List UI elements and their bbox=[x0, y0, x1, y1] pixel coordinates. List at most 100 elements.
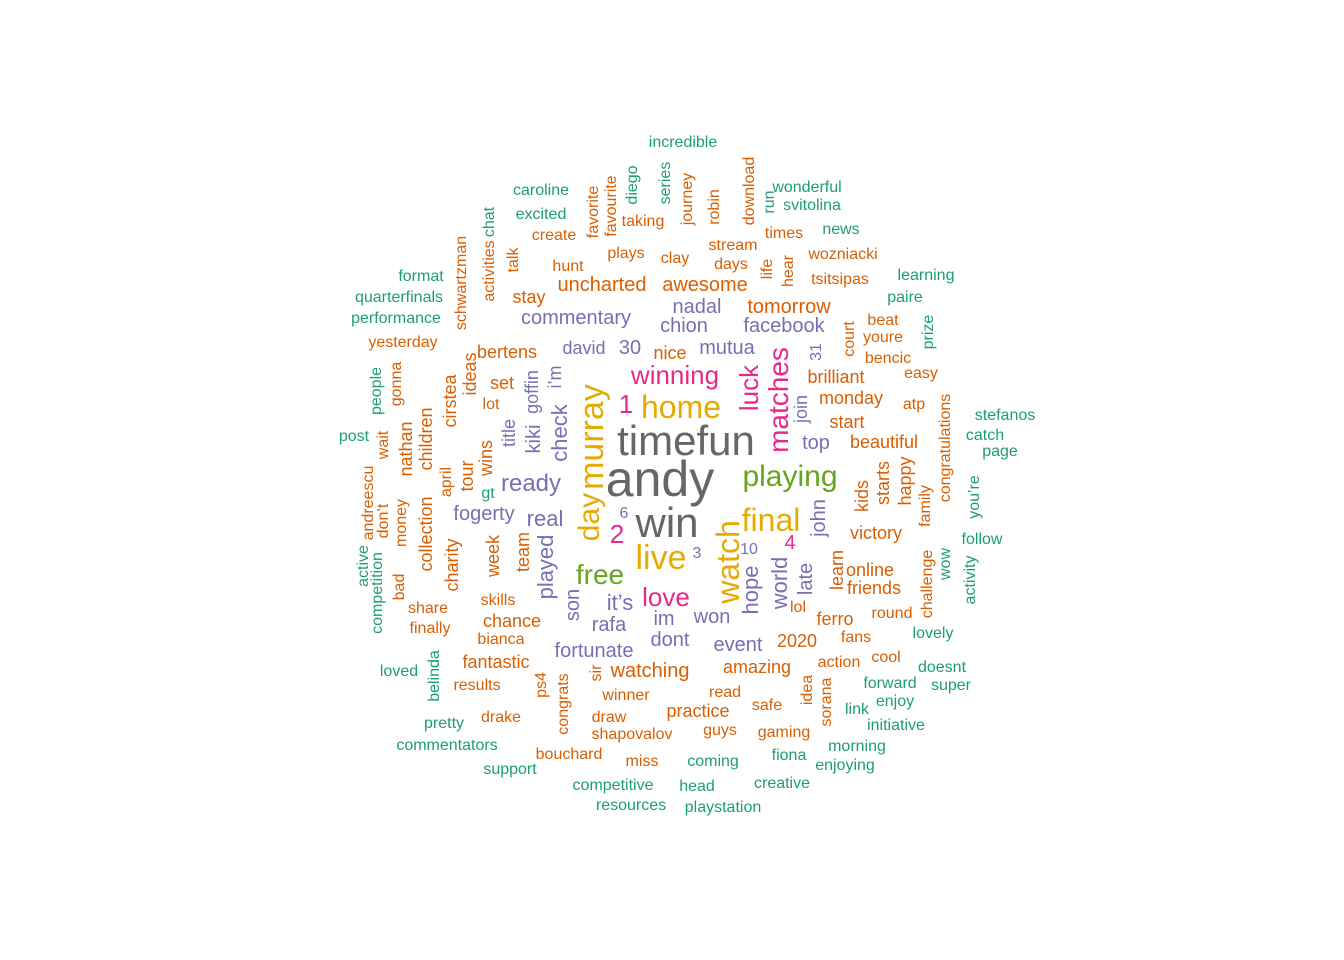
cloud-word-enjoy: enjoy bbox=[875, 693, 915, 710]
cloud-word-paire: paire bbox=[887, 289, 923, 306]
cloud-word-charity: charity bbox=[442, 538, 462, 592]
cloud-word-2020: 2020 bbox=[776, 631, 818, 651]
cloud-word-3: 3 bbox=[692, 545, 702, 562]
cloud-word-nathan: nathan bbox=[396, 421, 416, 477]
cloud-word-shapovalov: shapovalov bbox=[591, 726, 673, 743]
cloud-word-fans: fans bbox=[840, 629, 872, 646]
cloud-word-news: news bbox=[822, 221, 860, 238]
cloud-word-friends: friends bbox=[846, 578, 902, 598]
cloud-word-bertens: bertens bbox=[476, 342, 538, 362]
cloud-word-bianca: bianca bbox=[477, 631, 525, 648]
cloud-word-plays: plays bbox=[607, 245, 645, 262]
cloud-word-competition: competition bbox=[369, 552, 386, 634]
cloud-word-nice: nice bbox=[653, 343, 687, 363]
cloud-word-tsitsipas: tsitsipas bbox=[811, 271, 869, 288]
cloud-word-loved: loved bbox=[379, 663, 419, 680]
cloud-word-happy: happy bbox=[895, 456, 915, 506]
cloud-word-tour: tour bbox=[457, 460, 477, 492]
cloud-word-activities: activities bbox=[481, 240, 498, 302]
cloud-word-learning: learning bbox=[897, 267, 955, 284]
cloud-word-join: join bbox=[791, 394, 811, 424]
cloud-word-practice: practice bbox=[666, 701, 730, 721]
cloud-word-matches: matches bbox=[763, 347, 794, 453]
cloud-word-link: link bbox=[844, 701, 870, 718]
cloud-word-schwartzman: schwartzman bbox=[453, 235, 470, 331]
cloud-word-uncharted: uncharted bbox=[557, 274, 647, 296]
cloud-word-playing: playing bbox=[742, 460, 838, 493]
cloud-word-ready: ready bbox=[500, 470, 562, 497]
cloud-word-coming: coming bbox=[687, 753, 739, 770]
cloud-word-fortunate: fortunate bbox=[554, 640, 634, 662]
cloud-word-4: 4 bbox=[784, 532, 796, 554]
cloud-word-ideas: ideas bbox=[460, 352, 480, 396]
cloud-word-learn: learn bbox=[827, 549, 847, 591]
cloud-word-yesterday: yesterday bbox=[368, 334, 438, 351]
cloud-word-enjoying: enjoying bbox=[815, 757, 875, 774]
cloud-word-check: check bbox=[547, 404, 572, 462]
cloud-word-monday: monday bbox=[818, 388, 884, 408]
cloud-word-doesnt: doesnt bbox=[917, 659, 967, 676]
cloud-word-week: week bbox=[483, 534, 503, 578]
cloud-word-performance: performance bbox=[351, 310, 441, 327]
cloud-word-1: 1 bbox=[618, 389, 634, 419]
cloud-word-playstation: playstation bbox=[684, 799, 762, 816]
cloud-word-collection: collection bbox=[416, 496, 436, 572]
cloud-word-commentary: commentary bbox=[520, 307, 632, 329]
cloud-word-create: create bbox=[531, 227, 577, 244]
cloud-word-nadal: nadal bbox=[672, 296, 722, 318]
cloud-word-action: action bbox=[817, 654, 861, 671]
cloud-word-active: active bbox=[355, 545, 372, 587]
cloud-word-cirstea: cirstea bbox=[440, 374, 460, 428]
cloud-word-hope: hope bbox=[738, 565, 763, 615]
cloud-word-format: format bbox=[398, 268, 444, 285]
cloud-word-son: son bbox=[562, 588, 584, 622]
cloud-word-morning: morning bbox=[828, 738, 886, 755]
cloud-word-idea: idea bbox=[799, 674, 816, 706]
cloud-word-congrats: congrats bbox=[555, 673, 572, 735]
cloud-word-awesome: awesome bbox=[662, 274, 748, 296]
cloud-word-played: played bbox=[533, 534, 558, 600]
cloud-word-initiative: initiative bbox=[867, 717, 925, 734]
cloud-word-share: share bbox=[407, 600, 449, 617]
cloud-word-beat: beat bbox=[867, 312, 899, 329]
cloud-word-love: love bbox=[642, 582, 690, 612]
cloud-word-john: john bbox=[808, 499, 830, 537]
cloud-word-pretty: pretty bbox=[423, 715, 465, 732]
cloud-word-sorana: sorana bbox=[818, 677, 835, 727]
cloud-word-series: series bbox=[657, 161, 674, 205]
cloud-word-life: life bbox=[759, 258, 776, 280]
cloud-word-drake: drake bbox=[480, 709, 522, 726]
cloud-word-robin: robin bbox=[706, 189, 723, 225]
cloud-word-gonna: gonna bbox=[388, 361, 405, 407]
cloud-word-bouchard: bouchard bbox=[535, 746, 603, 763]
cloud-word-run: run bbox=[761, 190, 778, 214]
cloud-word-super: super bbox=[930, 677, 972, 694]
cloud-word-beautiful: beautiful bbox=[849, 432, 919, 452]
cloud-word-favorite: favorite bbox=[585, 185, 602, 239]
cloud-word-lot: lot bbox=[482, 396, 500, 413]
cloud-word-page: page bbox=[982, 443, 1018, 460]
cloud-word-ferro: ferro bbox=[816, 609, 854, 629]
cloud-word-kids: kids bbox=[852, 479, 872, 513]
cloud-word-fogerty: fogerty bbox=[453, 503, 515, 525]
cloud-word-svitolina: svitolina bbox=[783, 197, 841, 214]
cloud-word-world: world bbox=[767, 556, 792, 610]
cloud-word-hunt: hunt bbox=[552, 258, 584, 275]
cloud-word-incredible: incredible bbox=[648, 134, 718, 151]
cloud-word-it-s: it’s bbox=[606, 590, 634, 615]
cloud-word-sir: sir bbox=[588, 664, 605, 682]
cloud-word-safe: safe bbox=[751, 697, 783, 714]
cloud-word-10: 10 bbox=[740, 541, 758, 558]
cloud-word-2: 2 bbox=[609, 519, 625, 549]
cloud-word-kiki: kiki bbox=[523, 424, 545, 454]
cloud-word-wow: wow bbox=[937, 547, 954, 581]
cloud-word-home: home bbox=[640, 389, 722, 425]
cloud-word-murray: murray bbox=[573, 384, 611, 490]
cloud-word-hear: hear bbox=[780, 254, 797, 288]
cloud-word-gaming: gaming bbox=[757, 724, 811, 741]
cloud-word-round: round bbox=[871, 605, 913, 622]
cloud-word-diego: diego bbox=[624, 165, 641, 205]
cloud-word-chance: chance bbox=[482, 611, 542, 631]
cloud-word-atp: atp bbox=[902, 396, 926, 413]
cloud-word-challenge: challenge bbox=[919, 549, 936, 619]
